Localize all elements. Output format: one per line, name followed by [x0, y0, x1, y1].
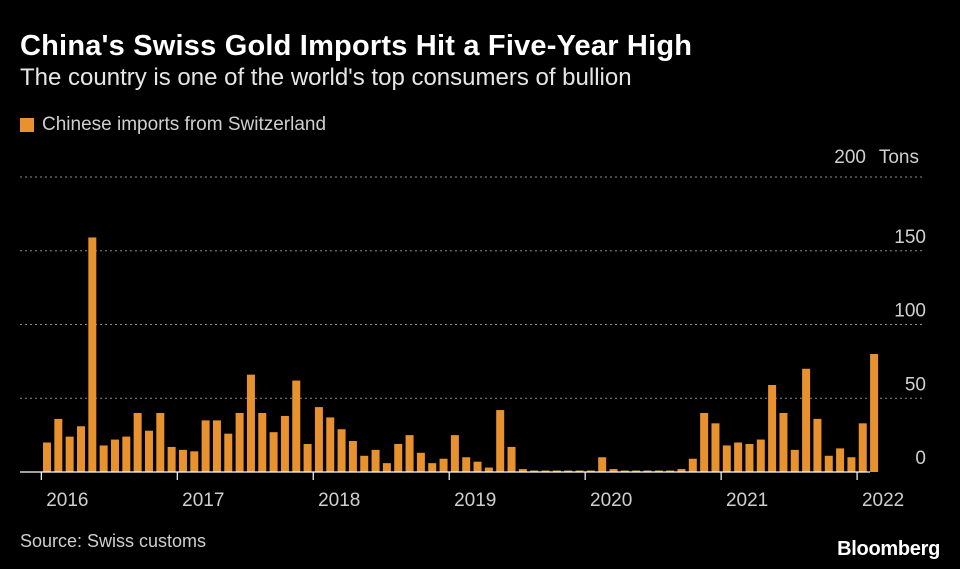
bar [541, 470, 550, 472]
bar [394, 443, 403, 472]
bar [484, 467, 493, 472]
bar [43, 442, 51, 472]
bar [824, 455, 833, 472]
x-tick-label: 2022 [862, 490, 904, 511]
bar [54, 418, 63, 472]
x-tick-label: 2019 [454, 490, 496, 511]
bar [156, 413, 165, 472]
bar [371, 449, 380, 473]
y-tick-label: 200 [834, 147, 866, 168]
legend-label: Chinese imports from Switzerland [42, 114, 327, 135]
bar [870, 354, 879, 472]
bar [167, 446, 176, 472]
x-tick-label: 2016 [46, 490, 88, 511]
bar [326, 417, 335, 472]
bar [212, 420, 221, 473]
bar [314, 407, 323, 472]
bar [88, 237, 97, 472]
bar [507, 446, 516, 472]
source-note: Source: Swiss customs [20, 531, 207, 551]
bar [677, 469, 686, 472]
bar [564, 470, 573, 472]
bloomberg-logo: Bloomberg [837, 538, 940, 560]
bar [360, 455, 369, 472]
bar [122, 436, 131, 472]
chart-title: China's Swiss Gold Imports Hit a Five-Ye… [20, 30, 693, 62]
bar [235, 413, 244, 472]
legend-swatch [20, 118, 34, 132]
bar [700, 413, 709, 472]
bar [530, 470, 539, 472]
bar [144, 430, 153, 472]
bar [768, 384, 777, 472]
chart-subtitle: The country is one of the world's top co… [20, 64, 632, 91]
bar [246, 374, 255, 472]
bar [280, 415, 289, 472]
bar [586, 470, 595, 472]
bar [756, 439, 765, 472]
bar [620, 470, 629, 472]
bar [722, 445, 731, 472]
bar [337, 429, 346, 472]
bar [292, 380, 301, 472]
bar [688, 458, 697, 472]
bar [858, 423, 867, 472]
bar [224, 433, 233, 472]
bar [178, 449, 187, 473]
bar [201, 420, 210, 473]
x-tick-label: 2017 [182, 490, 224, 511]
bar [439, 458, 448, 472]
bar [779, 413, 788, 472]
y-tick-label: 150 [894, 227, 926, 248]
bar [632, 470, 641, 472]
legend: Chinese imports from Switzerland [20, 114, 326, 136]
bar [598, 457, 607, 472]
y-tick-label: 100 [894, 301, 926, 322]
bar [711, 423, 720, 472]
bar [496, 410, 505, 472]
y-unit-label: Tons [879, 147, 919, 168]
bar [190, 451, 199, 472]
bar [518, 469, 527, 472]
x-tick-label: 2020 [590, 490, 632, 511]
bar [473, 461, 482, 472]
bar [813, 418, 822, 472]
bar [348, 441, 357, 472]
bar [382, 463, 391, 472]
bar [65, 436, 74, 472]
bar [99, 445, 108, 472]
bar [609, 469, 618, 472]
bar [258, 413, 267, 472]
bar [654, 470, 663, 472]
bar [643, 470, 652, 472]
bar [847, 457, 856, 472]
bar [76, 426, 85, 472]
bar [416, 452, 425, 472]
bar [303, 443, 312, 472]
bar [269, 432, 278, 472]
y-tick-label: 50 [905, 374, 926, 395]
bar [802, 368, 811, 472]
bar [552, 470, 561, 472]
bar [428, 463, 437, 472]
bar [110, 439, 119, 472]
bar [462, 457, 471, 472]
x-tick-label: 2021 [726, 490, 768, 511]
bar [450, 435, 459, 473]
bar [133, 413, 142, 472]
bar [575, 470, 584, 472]
y-tick-label: 0 [915, 448, 926, 469]
x-tick-label: 2018 [318, 490, 360, 511]
bar [734, 442, 743, 472]
bar [745, 443, 754, 472]
bar [405, 435, 414, 473]
bar [836, 448, 845, 472]
bar [790, 449, 799, 473]
bar [666, 470, 675, 472]
